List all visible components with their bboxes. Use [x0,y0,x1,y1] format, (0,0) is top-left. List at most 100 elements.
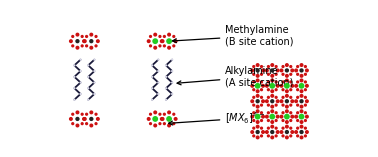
Circle shape [252,96,256,99]
Circle shape [147,39,151,43]
Circle shape [167,46,171,50]
Circle shape [152,116,158,122]
Circle shape [285,89,289,93]
Circle shape [281,73,285,76]
Circle shape [83,117,87,121]
Circle shape [299,109,304,113]
Circle shape [305,115,309,119]
Circle shape [256,94,260,98]
Circle shape [274,96,278,99]
Circle shape [281,103,285,107]
Circle shape [252,111,256,114]
Circle shape [256,125,260,129]
Circle shape [89,39,93,43]
Circle shape [153,110,157,114]
Circle shape [157,81,160,84]
Circle shape [276,99,280,103]
Circle shape [256,78,260,82]
Circle shape [147,117,151,121]
Circle shape [267,127,270,130]
Circle shape [299,63,304,67]
Circle shape [165,99,167,101]
Circle shape [299,68,304,73]
Circle shape [296,119,299,122]
Circle shape [260,96,263,99]
Circle shape [305,99,309,103]
Circle shape [285,63,289,67]
Circle shape [163,35,166,38]
Circle shape [281,80,285,84]
Circle shape [290,130,294,134]
Circle shape [276,115,280,119]
Circle shape [255,114,260,120]
Circle shape [299,120,304,124]
Circle shape [276,84,280,88]
Circle shape [270,120,274,124]
Circle shape [94,35,98,38]
Circle shape [305,84,309,88]
Circle shape [73,76,76,78]
Circle shape [94,122,98,125]
Circle shape [270,63,274,67]
Circle shape [299,78,304,82]
Circle shape [296,65,299,68]
Circle shape [299,94,304,98]
Circle shape [290,68,294,72]
Circle shape [289,134,293,138]
Circle shape [296,80,299,84]
Circle shape [76,110,79,114]
Circle shape [256,130,260,134]
Circle shape [85,35,88,38]
Circle shape [261,99,265,103]
Circle shape [153,33,157,37]
Circle shape [87,99,89,101]
Circle shape [149,44,152,48]
Circle shape [304,127,307,130]
Circle shape [256,63,260,67]
Circle shape [274,134,278,138]
Circle shape [87,64,89,67]
Circle shape [304,111,307,114]
Circle shape [281,134,285,138]
Circle shape [304,73,307,76]
Circle shape [157,59,160,61]
Circle shape [260,73,263,76]
Circle shape [285,105,289,109]
Circle shape [81,113,84,116]
Circle shape [261,84,265,88]
Circle shape [85,113,88,116]
Circle shape [304,65,307,68]
Circle shape [274,127,278,130]
Circle shape [274,103,278,107]
Circle shape [270,105,274,109]
Circle shape [299,74,304,78]
Circle shape [82,117,86,121]
Circle shape [149,35,152,38]
Circle shape [167,124,171,127]
Circle shape [76,124,79,127]
Circle shape [166,38,172,44]
Circle shape [261,130,265,134]
Circle shape [260,88,263,91]
Circle shape [267,73,270,76]
Circle shape [94,44,98,48]
Circle shape [289,65,293,68]
Circle shape [305,68,309,72]
Circle shape [151,87,153,89]
Circle shape [265,84,269,88]
Circle shape [174,39,178,43]
Circle shape [274,111,278,114]
Circle shape [165,64,167,67]
Circle shape [252,73,256,76]
Circle shape [76,33,79,37]
Circle shape [279,115,284,119]
Circle shape [255,83,260,89]
Circle shape [265,115,269,119]
Circle shape [165,76,167,78]
Circle shape [267,111,270,114]
Circle shape [299,99,304,103]
Circle shape [270,78,274,82]
Circle shape [252,134,256,138]
Circle shape [270,99,274,103]
Circle shape [256,68,260,73]
